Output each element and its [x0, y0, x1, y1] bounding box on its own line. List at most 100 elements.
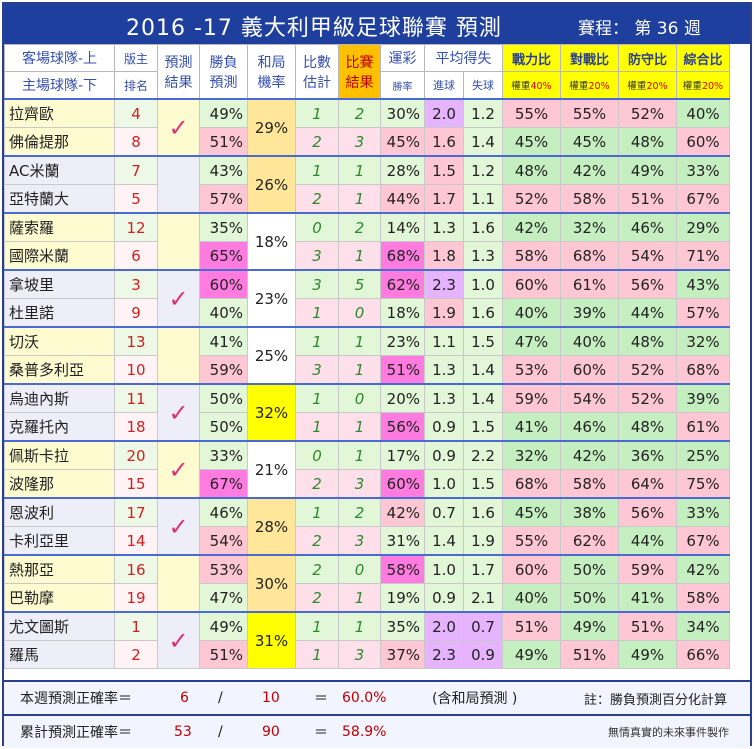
draw-probability: 31%: [247, 611, 296, 669]
table-row: 克羅托內 18 50% 1 1 56% 0.9 1.5 41% 46% 48% 61%: [4, 412, 730, 442]
avg-goals-against: 1.4: [463, 383, 503, 413]
table-row: 波隆那 15 67% 2 3 60% 1.0 1.5 68% 58% 64% 75%: [4, 469, 730, 499]
team-name: 熱那亞: [4, 554, 115, 584]
h2h-ratio: 68%: [560, 241, 619, 271]
header-luck-sub: 勝率: [380, 71, 425, 100]
power-ratio: 41%: [502, 412, 561, 442]
h2h-ratio: 40%: [560, 326, 619, 356]
header-avg: 平均得失: [424, 44, 503, 72]
lottery-win-rate: 35%: [380, 611, 425, 641]
lottery-win-rate: 58%: [380, 554, 425, 584]
winloss-pct: 51%: [199, 640, 248, 669]
team-rank: 10: [114, 355, 158, 385]
avg-goals-against: 1.3: [463, 241, 503, 271]
weekly-note: (含和局預測 ): [432, 691, 518, 707]
table-row: 烏迪內斯 11 ✓ 50% 32% 1 0 20% 1.3 1.4 59% 54% 52% 39%: [4, 383, 730, 442]
table-row: 恩波利 17 ✓ 46% 28% 1 2 42% 0.7 1.6 45% 38% 56% 33%: [4, 497, 730, 556]
header-total-weight: 權重20%: [676, 71, 730, 100]
weekly-pct: 60.0%: [342, 690, 387, 706]
defense-ratio: 51%: [618, 184, 677, 214]
lottery-win-rate: 44%: [380, 184, 425, 214]
cumulative-eq: ＝: [314, 725, 328, 741]
prediction-result: ✓: [157, 497, 200, 556]
total-ratio: 58%: [676, 583, 730, 613]
header-draw: 和局 機率: [247, 44, 296, 100]
lottery-win-rate: 45%: [380, 127, 425, 157]
total-ratio: 67%: [676, 526, 730, 556]
lottery-win-rate: 31%: [380, 526, 425, 556]
cumulative-label: 累計預測正確率＝: [20, 725, 132, 741]
header-draw-top: 和局: [257, 54, 286, 71]
header-defense-weight: 權重20%: [618, 71, 677, 100]
avg-goals-against: 1.1: [463, 184, 503, 214]
power-ratio: 42%: [502, 212, 561, 242]
h2h-ratio: 51%: [560, 640, 619, 669]
lottery-win-rate: 23%: [380, 326, 425, 356]
score-estimate: 0: [295, 440, 339, 470]
team-name: 切沃: [4, 326, 115, 356]
team-name: 波隆那: [4, 469, 115, 499]
power-ratio: 58%: [502, 241, 561, 271]
avg-goals-for: 1.5: [424, 155, 464, 185]
weight-value: 20%: [701, 81, 724, 92]
score-estimate: 1: [295, 640, 339, 669]
score-estimate: 1: [295, 497, 339, 527]
prediction-result: ✓: [157, 383, 200, 442]
winloss-pct: 59%: [199, 355, 248, 385]
winloss-pct: 46%: [199, 497, 248, 527]
header-power-weight: 權重40%: [502, 71, 561, 100]
score-estimate: 1: [295, 298, 339, 328]
total-ratio: 75%: [676, 469, 730, 499]
match-result: 1: [338, 412, 381, 442]
score-estimate: 1: [295, 412, 339, 442]
total-ratio: 61%: [676, 412, 730, 442]
power-ratio: 49%: [502, 640, 561, 669]
author-credit: 無情真實的未來事件製作: [608, 726, 729, 739]
avg-goals-against: 0.9: [463, 640, 503, 669]
winloss-pct: 50%: [199, 412, 248, 442]
lottery-win-rate: 17%: [380, 440, 425, 470]
defense-ratio: 49%: [618, 640, 677, 669]
match-result: 2: [338, 497, 381, 527]
header-avg-for: 進球: [424, 71, 464, 100]
avg-goals-for: 2.3: [424, 269, 464, 299]
team-name: 國際米蘭: [4, 241, 115, 271]
table-row: 拿坡里 3 ✓ 60% 23% 3 5 62% 2.3 1.0 60% 61% 56% 43%: [4, 269, 730, 328]
match-result: 0: [338, 298, 381, 328]
avg-goals-for: 2.0: [424, 98, 464, 128]
avg-goals-against: 1.6: [463, 212, 503, 242]
team-name: 亞特蘭大: [4, 184, 115, 214]
total-ratio: 33%: [676, 497, 730, 527]
match-result: 0: [338, 554, 381, 584]
power-ratio: 55%: [502, 98, 561, 128]
power-ratio: 40%: [502, 298, 561, 328]
prediction-result: ✓: [157, 98, 200, 157]
match-result: 1: [338, 241, 381, 271]
match-result: 2: [338, 212, 381, 242]
total-ratio: 33%: [676, 155, 730, 185]
lottery-win-rate: 18%: [380, 298, 425, 328]
header-luck: 運彩: [380, 44, 425, 72]
score-estimate: 1: [295, 155, 339, 185]
table-row: 杜里諾 9 40% 1 0 18% 1.9 1.6 40% 39% 44% 57%: [4, 298, 730, 328]
power-ratio: 59%: [502, 383, 561, 413]
team-rank: 8: [114, 127, 158, 157]
team-rank: 19: [114, 583, 158, 613]
avg-goals-for: 1.9: [424, 298, 464, 328]
team-name: 薩索羅: [4, 212, 115, 242]
power-ratio: 55%: [502, 526, 561, 556]
winloss-pct: 41%: [199, 326, 248, 356]
match-result: 1: [338, 155, 381, 185]
defense-ratio: 48%: [618, 127, 677, 157]
avg-goals-against: 1.6: [463, 298, 503, 328]
total-ratio: 34%: [676, 611, 730, 641]
team-name: 尤文圖斯: [4, 611, 115, 641]
team-name: 羅馬: [4, 640, 115, 669]
defense-ratio: 46%: [618, 212, 677, 242]
power-ratio: 68%: [502, 469, 561, 499]
weekly-correct: 6: [180, 690, 189, 706]
team-rank: 15: [114, 469, 158, 499]
cumulative-pct: 58.9%: [342, 724, 387, 740]
header-score: 比數 估計: [295, 44, 339, 100]
weight-value: 20%: [646, 81, 668, 92]
